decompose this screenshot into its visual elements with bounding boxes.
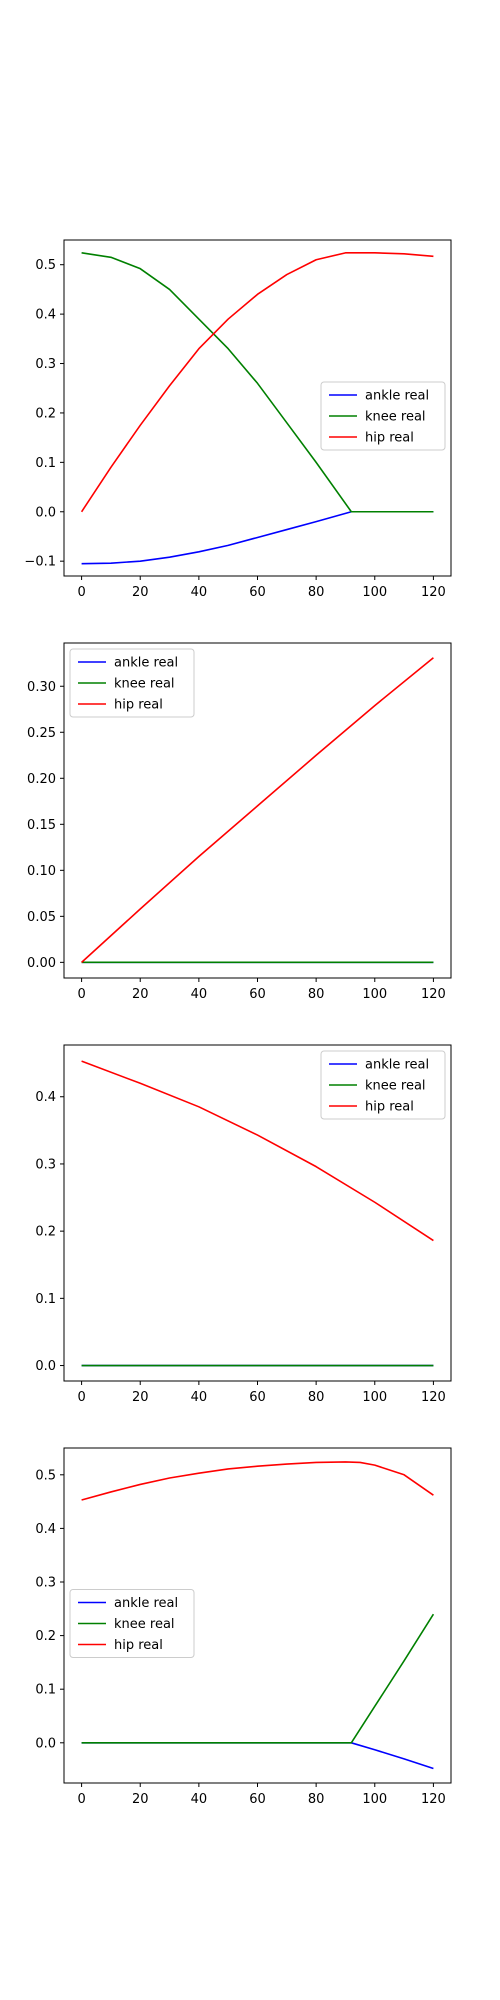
- legend-label: ankle real: [114, 1596, 178, 1611]
- x-tick-label: 80: [308, 1792, 325, 1807]
- y-tick-label: 0.0: [35, 505, 56, 520]
- x-tick-label: 100: [362, 1792, 387, 1807]
- y-tick-label: 0.1: [35, 1683, 56, 1698]
- y-tick-label: 0.00: [27, 956, 56, 971]
- y-tick-label: 0.1: [35, 456, 56, 471]
- y-tick-label: 0.3: [35, 1576, 56, 1591]
- y-tick-label: 0.25: [27, 726, 56, 741]
- series-line-knee-real: [81, 252, 434, 513]
- legend-label: ankle real: [114, 656, 178, 671]
- legend-label: hip real: [114, 1638, 163, 1653]
- series-line-hip-real: [80, 252, 434, 513]
- x-tick-label: 40: [191, 1390, 208, 1405]
- x-tick-label: 20: [132, 1792, 149, 1807]
- y-tick-label: 0.2: [35, 1225, 56, 1240]
- y-tick-label: 0.10: [27, 864, 56, 879]
- subplot-1: 0 20 40 60 80 100 120 −0.1 0.0 0.1 0.2 0.3 0.4 0.5 ank…: [24, 239, 452, 600]
- x-tick-label: 100: [362, 987, 387, 1002]
- series-line-hip-real: [81, 657, 434, 963]
- y-tick-label: 0.4: [35, 1522, 56, 1537]
- legend-label: hip real: [114, 698, 163, 713]
- legend-label: knee real: [114, 1617, 175, 1632]
- y-tick-label: 0.5: [35, 258, 56, 273]
- x-tick-label: 40: [191, 1792, 208, 1807]
- y-tick-label: 0.1: [35, 1292, 56, 1307]
- y-tick-label: 0.2: [35, 406, 56, 421]
- y-tick-label: 0.5: [35, 1468, 56, 1483]
- x-tick-label: 80: [308, 585, 325, 600]
- x-tick-label: 80: [308, 1390, 325, 1405]
- x-tick-label: 40: [191, 585, 208, 600]
- x-tick-label: 120: [421, 1390, 446, 1405]
- legend-label: ankle real: [365, 1058, 429, 1073]
- legend-label: hip real: [365, 431, 414, 446]
- x-tick-label: 80: [308, 987, 325, 1002]
- x-tick-label: 20: [132, 987, 149, 1002]
- y-tick-label: 0.05: [27, 910, 56, 925]
- subplot-4: 0 20 40 60 80 100 120 0.0 0.1 0.2 0.3 0.4 0.5 ankle r…: [35, 1447, 452, 1807]
- x-tick-label: 60: [249, 1792, 266, 1807]
- subplots: 0 20 40 60 80 100 120 −0.1 0.0 0.1 0.2 0.3 0.4 0.5 ank…: [24, 239, 452, 1807]
- x-tick-label: 100: [362, 1390, 387, 1405]
- x-tick-label: 0: [77, 1792, 85, 1807]
- y-tick-label: 0.4: [35, 1090, 56, 1105]
- legend: ankle real knee real hip real: [320, 1050, 446, 1120]
- legend-label: knee real: [365, 410, 426, 425]
- x-tick-label: 0: [77, 585, 85, 600]
- legend: ankle real knee real hip real: [320, 381, 446, 451]
- y-tick-label: 0.2: [35, 1629, 56, 1644]
- series-line-hip-real: [81, 1461, 434, 1501]
- legend-box: [320, 381, 446, 451]
- x-tick-label: 100: [362, 585, 387, 600]
- legend: ankle real knee real hip real: [69, 648, 195, 718]
- subplot-2: 0 20 40 60 80 100 120 0.00 0.05 0.10 0.15 0.20 0.25 0…: [27, 642, 452, 1002]
- x-tick-label: 120: [421, 987, 446, 1002]
- legend-label: hip real: [365, 1100, 414, 1115]
- legend-label: knee real: [114, 677, 175, 692]
- x-tick-label: 60: [249, 987, 266, 1002]
- y-tick-label: −0.1: [24, 555, 56, 570]
- legend-label: ankle real: [365, 389, 429, 404]
- x-tick-label: 120: [421, 585, 446, 600]
- y-tick-label: 0.4: [35, 308, 56, 323]
- series-line-hip-real: [81, 1060, 434, 1242]
- x-tick-label: 120: [421, 1792, 446, 1807]
- subplot-3: 0 20 40 60 80 100 120 0.0 0.1 0.2 0.3 0.4 ankle real…: [35, 1044, 452, 1405]
- x-tick-label: 60: [249, 585, 266, 600]
- x-tick-label: 40: [191, 987, 208, 1002]
- y-tick-label: 0.3: [35, 357, 56, 372]
- x-tick-label: 20: [132, 1390, 149, 1405]
- x-tick-label: 60: [249, 1390, 266, 1405]
- x-tick-label: 0: [77, 987, 85, 1002]
- x-tick-label: 0: [77, 1390, 85, 1405]
- legend-box: [320, 1050, 446, 1120]
- y-tick-label: 0.3: [35, 1157, 56, 1172]
- legend: ankle real knee real hip real: [69, 1589, 195, 1658]
- y-tick-label: 0.15: [27, 818, 56, 833]
- legend-box: [69, 1589, 195, 1658]
- legend-box: [69, 648, 195, 718]
- series-line-knee-real: [81, 1613, 435, 1744]
- legend-label: knee real: [365, 1079, 426, 1094]
- y-tick-label: 0.20: [27, 772, 56, 787]
- y-tick-label: 0.0: [35, 1736, 56, 1751]
- x-tick-label: 20: [132, 585, 149, 600]
- y-tick-label: 0.30: [27, 680, 56, 695]
- y-tick-label: 0.0: [35, 1359, 56, 1374]
